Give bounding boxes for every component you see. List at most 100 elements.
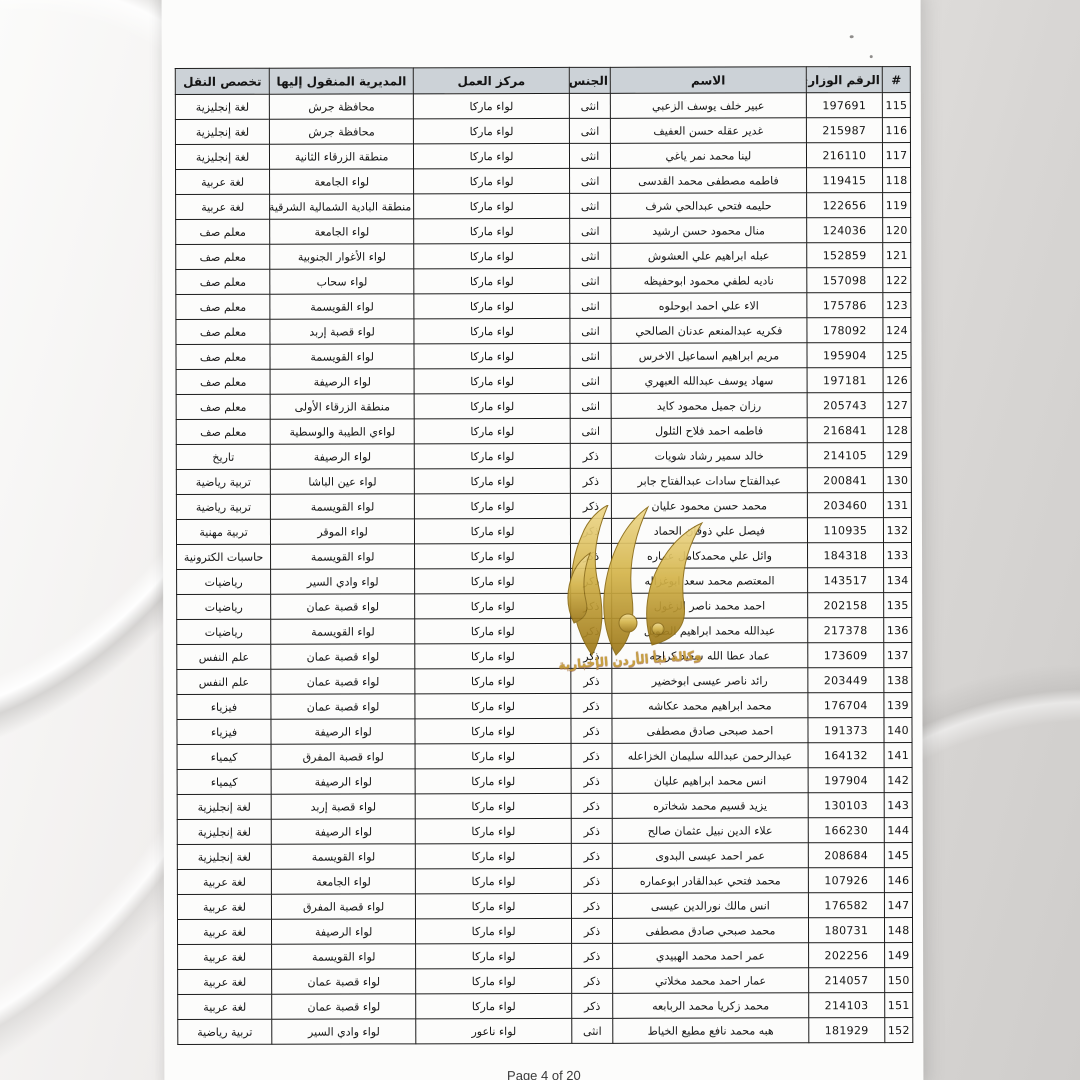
cell-row-number: 135 — [883, 592, 912, 618]
cell-destination-directorate: لواء قصبة إربد — [270, 318, 415, 345]
cell-transfer-specialization: لغة عربية — [177, 869, 272, 895]
cell-name: انس مالك نورالدين عيسى — [612, 892, 809, 919]
cell-ministry-number: 202158 — [807, 592, 884, 618]
cell-work-center: لواء ماركا — [415, 743, 572, 769]
cell-transfer-specialization: لغة عربية — [177, 994, 272, 1020]
cell-destination-directorate: لواء سحاب — [269, 268, 415, 295]
news-agency-watermark: وكالة نبأ الأردن الإخبارية — [530, 505, 730, 700]
cell-name: فكريه عبدالمنعم عدنان الصالحي — [611, 317, 807, 344]
cell-row-number: 137 — [883, 642, 912, 668]
cell-row-number: 140 — [884, 717, 913, 743]
cell-ministry-number: 181929 — [808, 1017, 885, 1043]
cell-work-center: لواء ماركا — [413, 143, 570, 169]
table-row: 147 176582 انس مالك نورالدين عيسى ذكر لو… — [177, 892, 913, 920]
cell-destination-directorate: لواء قصبة عمان — [271, 968, 416, 995]
table-row: 117 216110 لينا محمد نمر ياغي انثى لواء … — [175, 142, 911, 170]
cell-row-number: 120 — [882, 217, 911, 243]
cell-work-center: لواء ماركا — [415, 718, 572, 744]
cell-ministry-number: 122656 — [806, 192, 883, 218]
cell-ministry-number: 205743 — [806, 392, 884, 418]
cell-destination-directorate: لواء قصبة المفرق — [271, 743, 416, 770]
cell-ministry-number: 176582 — [808, 892, 885, 918]
cell-name: انس محمد ابراهيم عليان — [612, 767, 808, 794]
cell-row-number: 119 — [882, 192, 911, 218]
cell-row-number: 133 — [883, 542, 912, 568]
cell-name: مريم ابراهيم اسماعيل الاخرس — [611, 342, 807, 369]
cell-row-number: 122 — [882, 267, 911, 293]
cell-row-number: 124 — [882, 317, 911, 343]
cell-gender: ذكر — [571, 918, 613, 944]
cell-gender: ذكر — [570, 718, 613, 744]
cell-work-center: لواء ماركا — [413, 218, 570, 244]
cell-name: يزيد قسيم محمد شخاتره — [612, 792, 808, 819]
cell-row-number: 132 — [883, 517, 912, 543]
cell-row-number: 128 — [883, 417, 912, 443]
cell-destination-directorate: لواء القويسمة — [270, 493, 415, 520]
cell-row-number: 129 — [883, 442, 912, 468]
cell-row-number: 143 — [884, 792, 913, 818]
cell-work-center: لواء ماركا — [415, 893, 572, 919]
cell-name: خالد سمير رشاد شويات — [611, 442, 807, 469]
cell-destination-directorate: لواء قصبة المفرق — [271, 893, 416, 920]
cell-gender: ذكر — [571, 793, 613, 819]
cell-destination-directorate: لواء القويسمة — [271, 943, 416, 970]
header-destination-directorate: المديرية المنقول إليها — [269, 67, 414, 95]
cell-gender: انثى — [569, 343, 612, 369]
cell-transfer-specialization: معلم صف — [176, 369, 271, 395]
cell-name: هبه محمد نافع مطيع الخياط — [612, 1017, 809, 1044]
cell-work-center: لواء ماركا — [413, 168, 570, 194]
cell-gender: ذكر — [570, 468, 612, 494]
header-name: الاسم — [610, 66, 806, 94]
cell-transfer-specialization: علم النفس — [176, 669, 272, 695]
watermark-calligraphy-logo — [567, 505, 704, 656]
table-row: 145 208684 عمر احمد عيسى البدوى ذكر لواء… — [177, 842, 913, 870]
cell-transfer-specialization: لغة عربية — [177, 969, 272, 995]
cell-name: عبله ابراهيم علي العشوش — [610, 242, 807, 269]
cell-destination-directorate: لواء عين الباشا — [270, 468, 415, 495]
cell-name: الاء علي احمد ابوحلوه — [610, 292, 807, 319]
cell-row-number: 115 — [882, 92, 911, 118]
cell-row-number: 127 — [883, 392, 912, 418]
table-row: 116 215987 غدير عقله حسن العفيف انثى لوا… — [175, 117, 911, 145]
table-row: 143 130103 يزيد قسيم محمد شخاتره ذكر لوا… — [177, 792, 913, 820]
cell-row-number: 123 — [882, 292, 911, 318]
cell-work-center: لواء ماركا — [415, 968, 572, 994]
cell-ministry-number: 130103 — [807, 792, 885, 818]
cell-gender: انثى — [569, 118, 611, 144]
cell-row-number: 136 — [883, 617, 912, 643]
cell-destination-directorate: لواء قصبة عمان — [270, 668, 416, 695]
cell-row-number: 145 — [884, 842, 913, 868]
cell-row-number: 134 — [883, 567, 912, 593]
cell-name: عمار احمد محمد مخلاتي — [612, 967, 809, 994]
cell-gender: انثى — [569, 193, 611, 219]
cell-transfer-specialization: تربية رياضية — [177, 1019, 272, 1045]
cell-transfer-specialization: لغة عربية — [177, 894, 272, 920]
table-row: 122 157098 ناديه لطفي محمود ابوحفيظه انث… — [175, 267, 911, 295]
table-row: 146 107926 محمد فتحي عبدالقادر ابوعماره … — [177, 867, 913, 895]
cell-transfer-specialization: لغة عربية — [175, 169, 270, 195]
cell-name: عمر احمد محمد الهبيدي — [612, 942, 809, 969]
cell-ministry-number: 214103 — [808, 992, 885, 1018]
cell-transfer-specialization: لغة إنجليزية — [177, 794, 272, 820]
header-work-center: مركز العمل — [413, 67, 570, 94]
cell-ministry-number: 214057 — [808, 967, 885, 993]
cell-ministry-number: 173609 — [807, 642, 884, 668]
cell-destination-directorate: لواء الرصيفة — [271, 718, 416, 745]
cell-destination-directorate: لواء وادي السير — [271, 1018, 416, 1045]
cell-work-center: لواء ماركا — [415, 943, 572, 969]
table-row: 130 200841 عبدالفتاح سادات عبدالفتاح جاب… — [176, 467, 912, 495]
cell-work-center: لواء ماركا — [413, 243, 570, 269]
cell-name: حليمه فتحي عبدالحي شرف — [610, 192, 807, 219]
cell-work-center: لواء ماركا — [414, 418, 571, 444]
cell-gender: انثى — [571, 1018, 613, 1044]
cell-transfer-specialization: لغة إنجليزية — [175, 144, 270, 170]
cell-ministry-number: 197904 — [807, 767, 885, 793]
cell-work-center: لواء ماركا — [414, 443, 571, 469]
cell-destination-directorate: لواء القويسمة — [270, 618, 415, 645]
cell-destination-directorate: محافظة جرش — [269, 93, 414, 120]
cell-row-number: 131 — [883, 492, 912, 518]
table-row: 149 202256 عمر احمد محمد الهبيدي ذكر لوا… — [177, 942, 913, 970]
scan-speck — [849, 35, 854, 39]
cell-transfer-specialization: معلم صف — [175, 319, 271, 345]
cell-gender: انثى — [569, 243, 611, 269]
